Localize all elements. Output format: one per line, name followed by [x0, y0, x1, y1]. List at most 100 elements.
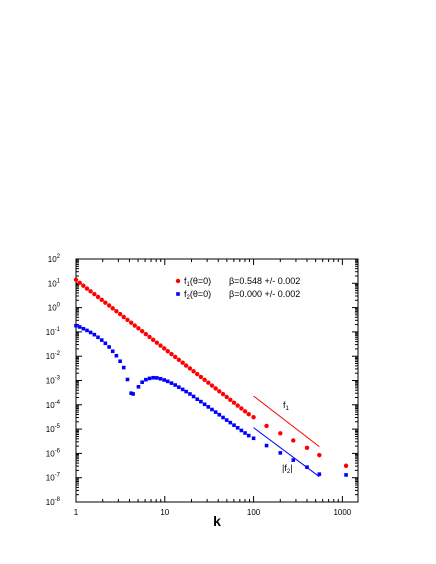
legend-beta-f1: β=0.548 +/- 0.002 — [229, 276, 300, 286]
data-point-f2 — [228, 420, 233, 425]
data-point-f1 — [132, 323, 137, 328]
y-tick-label: 10-4 — [46, 400, 61, 410]
data-point-f1 — [169, 351, 174, 357]
data-point-f1 — [128, 320, 134, 325]
data-point-f2 — [246, 433, 251, 438]
data-point-f1 — [103, 300, 108, 305]
data-point-f1 — [343, 463, 349, 468]
data-point-f2 — [305, 465, 309, 470]
data-point-f1 — [180, 360, 185, 365]
data-point-f2 — [180, 387, 185, 392]
data-point-f1 — [77, 280, 82, 285]
axis-ticks: 1 10 100 1000 102 101 100 10-1 10-2 10-3 10-4 10-5 1… — [46, 254, 358, 517]
data-point-f1 — [202, 377, 207, 382]
data-point-f1 — [191, 369, 196, 374]
data-point-f1 — [231, 400, 237, 405]
y-tick-label: 10-7 — [46, 473, 61, 483]
y-tick-label: 102 — [48, 254, 61, 264]
data-point-f2 — [317, 472, 322, 476]
data-point-f2 — [136, 385, 141, 389]
data-point-f1 — [110, 306, 115, 311]
data-point-f1 — [99, 297, 104, 302]
data-point-f1 — [158, 343, 163, 348]
data-point-f2 — [213, 410, 218, 414]
data-point-f1 — [173, 354, 178, 360]
data-point-f1 — [187, 366, 193, 371]
data-point-f2 — [217, 412, 222, 417]
data-point-f1 — [317, 452, 322, 458]
data-point-f2 — [155, 376, 159, 380]
data-point-f2 — [202, 402, 207, 407]
data-point-f2 — [191, 394, 196, 399]
data-point-f1 — [235, 403, 240, 408]
data-point-f2 — [264, 443, 269, 448]
data-point-f2 — [85, 328, 89, 333]
data-point-f1 — [121, 314, 126, 320]
data-point-f2 — [118, 359, 122, 364]
data-point-f2 — [114, 353, 119, 358]
data-point-f1 — [198, 374, 204, 380]
data-point-f1 — [183, 363, 189, 368]
data-point-f2 — [96, 335, 100, 340]
data-point-f1 — [165, 349, 170, 354]
data-point-f2 — [147, 376, 152, 381]
data-point-f2 — [232, 423, 236, 427]
data-point-f1 — [139, 328, 145, 334]
data-point-f2 — [210, 407, 214, 412]
data-point-f1 — [147, 334, 152, 340]
curve-label-f1: f1 — [283, 400, 290, 412]
data-point-f2 — [177, 385, 181, 390]
data-point-f1 — [106, 303, 112, 308]
data-point-f1 — [228, 397, 233, 403]
data-point-f2 — [195, 397, 200, 402]
data-point-f1 — [206, 380, 211, 385]
data-point-f2 — [77, 325, 82, 329]
data-point-f2 — [239, 428, 244, 433]
data-point-f1 — [73, 277, 79, 282]
data-point-f1 — [217, 389, 222, 394]
data-point-f1 — [278, 431, 283, 436]
data-point-f2 — [291, 458, 296, 462]
y-tick-label: 10-1 — [46, 327, 61, 337]
data-point-f1 — [114, 309, 119, 314]
data-point-f2 — [131, 392, 135, 396]
data-point-f2 — [92, 332, 97, 337]
data-point-f2 — [188, 392, 192, 396]
plot-frame — [75, 258, 359, 503]
data-point-f1 — [246, 412, 251, 417]
data-point-f1 — [92, 291, 97, 297]
data-point-f2 — [151, 375, 155, 380]
data-point-f2 — [243, 431, 247, 435]
legend-label-f1: f1(θ=0) — [184, 276, 211, 288]
data-point-f1 — [220, 391, 226, 397]
data-point-f1 — [150, 337, 156, 343]
data-point-f2 — [173, 383, 178, 387]
data-point-f1 — [125, 317, 130, 322]
data-point-f1 — [264, 423, 269, 429]
data-point-f1 — [304, 445, 310, 451]
data-point-f2 — [251, 436, 256, 441]
data-point-f2 — [107, 345, 111, 349]
data-point-f1 — [95, 294, 101, 300]
data-point-f2 — [184, 389, 188, 394]
x-tick-label: 1000 — [333, 508, 351, 517]
fit-line — [253, 395, 320, 448]
data-point-f1 — [213, 386, 218, 391]
data-point-f1 — [88, 289, 93, 294]
x-tick-label: 1 — [74, 508, 79, 517]
data-point-f2 — [88, 330, 93, 335]
data-point-f2 — [110, 349, 115, 354]
data-point-f1 — [291, 438, 296, 443]
data-point-f2 — [344, 473, 348, 477]
data-point-f1 — [224, 394, 229, 400]
data-point-f1 — [251, 414, 256, 420]
data-point-f2 — [165, 379, 170, 384]
data-point-f1 — [154, 340, 160, 345]
data-point-f2 — [224, 418, 229, 422]
data-point-f1 — [81, 283, 86, 288]
data-point-f1 — [209, 383, 215, 388]
curve-label-f2: |f2| — [282, 463, 293, 475]
data-point-f1 — [242, 409, 248, 414]
x-tick-label: 100 — [247, 508, 261, 517]
